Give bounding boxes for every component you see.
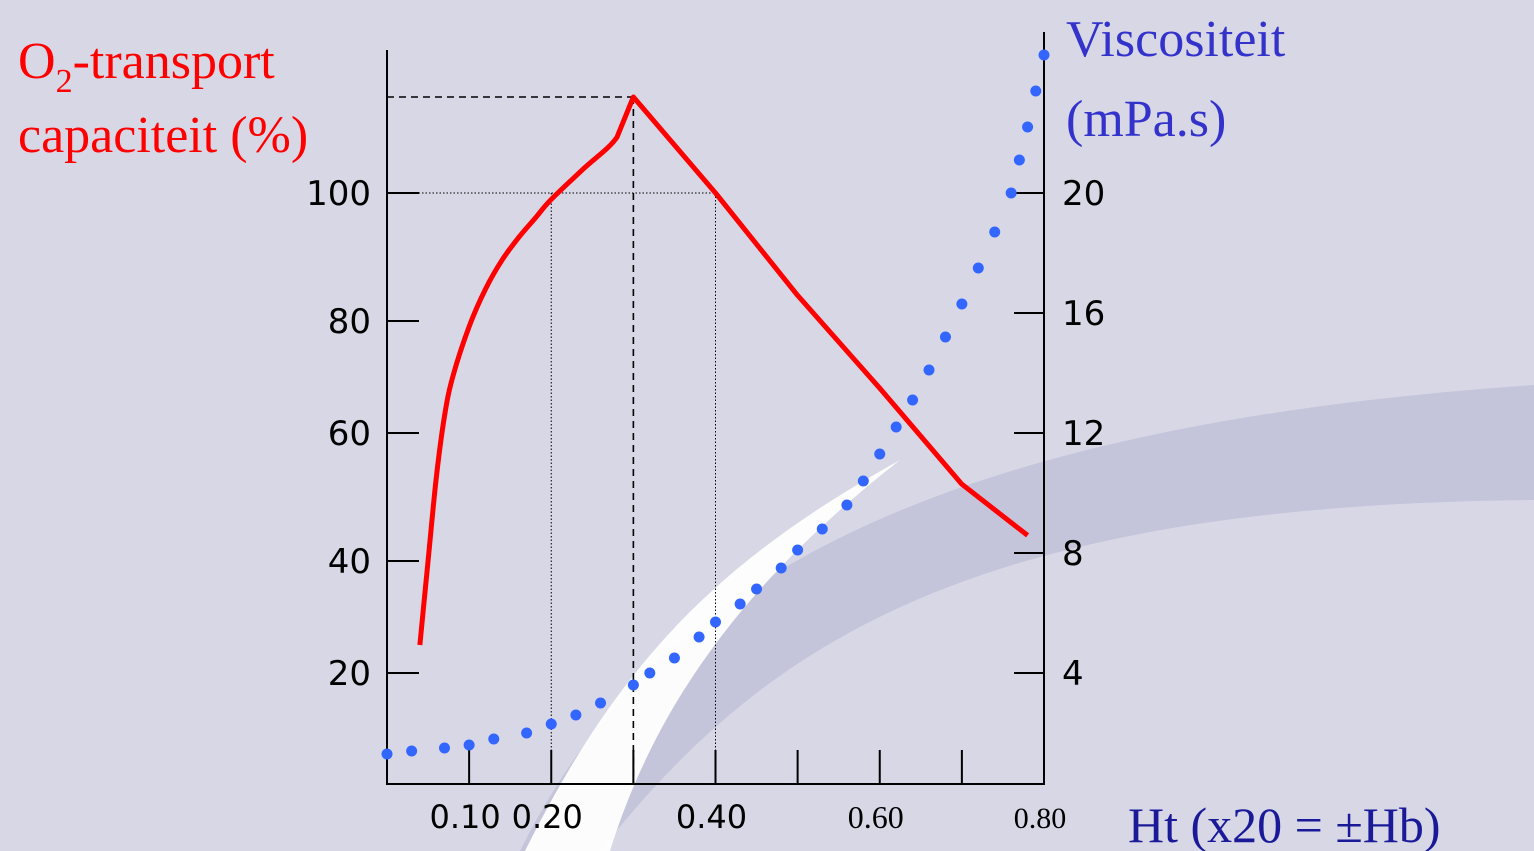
viscosity-data-point bbox=[521, 727, 533, 739]
viscosity-data-point bbox=[381, 748, 393, 760]
viscosity-data-point bbox=[939, 331, 951, 343]
viscosity-data-point bbox=[874, 448, 886, 460]
left-tick-label: 60 bbox=[328, 414, 371, 454]
reference-lines bbox=[387, 96, 716, 784]
viscosity-data-point bbox=[668, 652, 680, 664]
viscosity-data-point bbox=[644, 667, 656, 679]
viscosity-data-point bbox=[710, 616, 721, 628]
viscosity-data-point bbox=[989, 226, 1001, 238]
x-tick-label: 0.10 bbox=[430, 798, 501, 836]
right-axis-title-line2: (mPa.s) bbox=[1066, 91, 1226, 148]
viscosity-data-point bbox=[1030, 85, 1042, 97]
x-tick-label: 0.40 bbox=[676, 798, 747, 836]
viscosity-data-point bbox=[693, 631, 705, 643]
right-tick-label: 8 bbox=[1062, 534, 1084, 574]
left-tick-label: 80 bbox=[328, 302, 371, 342]
viscosity-data-point bbox=[595, 697, 607, 709]
right-tick-label: 12 bbox=[1062, 414, 1105, 454]
viscosity-data-point bbox=[751, 583, 763, 595]
right-tick-label: 16 bbox=[1062, 294, 1105, 334]
x-tick-label: 0.80 bbox=[1014, 802, 1067, 835]
viscosity-data-point bbox=[956, 298, 968, 310]
viscosity-data-point bbox=[923, 364, 935, 376]
viscosity-data-point bbox=[857, 475, 869, 487]
viscosity-data-point bbox=[438, 742, 450, 754]
left-tick-label: 40 bbox=[328, 542, 371, 582]
left-axis-title-line2: capaciteit (%) bbox=[18, 107, 308, 164]
viscosity-data-point bbox=[1005, 187, 1017, 199]
right-tick-label: 20 bbox=[1062, 174, 1105, 214]
left-tick-label: 20 bbox=[328, 654, 371, 694]
viscosity-data-point bbox=[545, 718, 557, 730]
viscosity-data-point bbox=[406, 745, 418, 757]
viscosity-data-point bbox=[775, 562, 787, 574]
background-swoosh bbox=[520, 385, 1534, 851]
viscosity-data-point bbox=[734, 598, 746, 610]
viscosity-data-point bbox=[627, 679, 639, 691]
left-axis-title-line1: O2-transport bbox=[18, 33, 275, 100]
viscosity-data-point bbox=[972, 262, 984, 274]
viscosity-data-point bbox=[1038, 49, 1050, 61]
tick-labels: 20 40 60 80 100 4 8 12 16 20 0.10 0.20 0.40 0.60 0.80 bbox=[306, 174, 1105, 836]
viscosity-data-point bbox=[907, 394, 919, 406]
right-tick-label: 4 bbox=[1062, 654, 1084, 694]
left-tick-label: 100 bbox=[306, 174, 371, 214]
o2-transport-capacity-line bbox=[417, 94, 1030, 646]
right-axis-title-line1: Viscositeit bbox=[1066, 11, 1286, 68]
viscosity-data-point bbox=[816, 523, 828, 535]
viscosity-data-point bbox=[463, 739, 475, 751]
viscosity-data-point bbox=[792, 544, 804, 556]
x-axis-title: Ht (x20 = ±Hb) bbox=[1128, 797, 1441, 851]
viscosity-data-point bbox=[1013, 154, 1025, 166]
viscosity-data-point bbox=[570, 709, 582, 721]
viscosity-data-point bbox=[1022, 121, 1034, 133]
viscosity-data-point bbox=[890, 421, 902, 433]
x-tick-label: 0.60 bbox=[848, 799, 904, 835]
x-tick-label: 0.20 bbox=[512, 798, 583, 836]
series-layer bbox=[381, 49, 1050, 760]
viscosity-data-point bbox=[488, 733, 500, 745]
viscosity-data-point bbox=[841, 499, 853, 511]
